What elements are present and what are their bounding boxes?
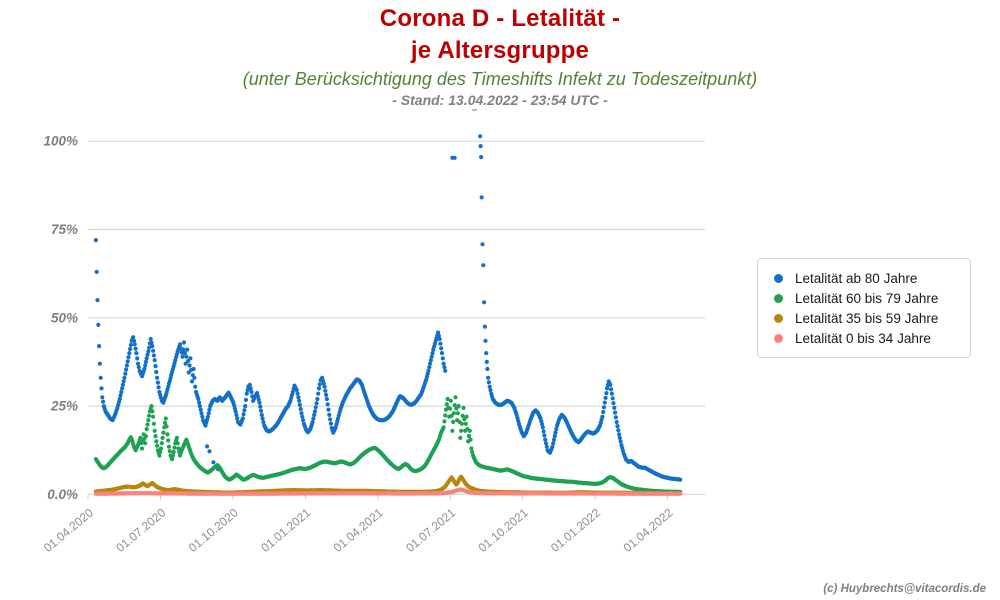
legend-item-0-34[interactable]: Letalität 0 bis 34 Jahre [770, 328, 958, 348]
y-tick-label: 0.0% [47, 487, 78, 502]
y-tick-label: 100% [43, 134, 78, 149]
x-tick-label: 01.01.2022 [548, 505, 603, 555]
chart-header: Corona D - Letalität - je Altersgruppe (… [0, 0, 1000, 109]
x-tick-label: 01.04.2021 [331, 505, 386, 555]
status-timestamp: - Stand: 13.04.2022 - 23:54 UTC - [392, 92, 608, 108]
page-title-line2: je Altersgruppe [410, 37, 590, 64]
y-tick-label: 75% [51, 222, 78, 237]
x-tick-label: 01.10.2020 [186, 505, 241, 555]
legend-label: Letalität ab 80 Jahre [795, 270, 918, 286]
x-tick-label: 01.01.2021 [258, 505, 313, 555]
x-tick-label: 01.04.2022 [621, 505, 676, 555]
legend-dot-35-59-icon [774, 313, 783, 323]
series-0 [93, 109, 683, 482]
page-title-line1: Corona D - Letalität - [379, 5, 621, 32]
x-tick-label: 01.10.2021 [476, 505, 531, 555]
legend-item-60-79[interactable]: Letalität 60 bis 79 Jahre [770, 288, 958, 308]
legend-label: Letalität 0 bis 34 Jahre [795, 330, 931, 346]
x-tick-label: 01.07.2020 [113, 505, 168, 555]
series-1 [93, 395, 683, 495]
x-tick-label: 01.07.2021 [403, 505, 458, 555]
chart-subtitle: (unter Berücksichtigung des Timeshifts I… [242, 69, 758, 89]
legend-dot-0-34-icon [774, 333, 783, 343]
x-axis: 01.04.2020 01.07.2020 01.10.2020 01.01.2021… [41, 494, 676, 555]
y-tick-label: 50% [51, 310, 78, 325]
legend-label: Letalität 35 bis 59 Jahre [795, 310, 939, 326]
legend-item-ab-80[interactable]: Letalität ab 80 Jahre [770, 268, 958, 288]
series-3 [93, 487, 683, 496]
legend-label: Letalität 60 bis 79 Jahre [795, 290, 939, 306]
legend-dot-60-79-icon [774, 293, 783, 303]
copyright-credit: (c) Huybrechts@vitacordis.de [823, 583, 986, 595]
y-tick-label: 25% [50, 399, 78, 414]
chart-legend: Letalität ab 80 Jahre Letalität 60 bis 7… [757, 258, 971, 358]
x-tick-label: 01.04.2020 [41, 505, 96, 555]
legend-dot-ab-80-icon [774, 273, 783, 283]
legend-item-35-59[interactable]: Letalität 35 bis 59 Jahre [770, 308, 958, 328]
